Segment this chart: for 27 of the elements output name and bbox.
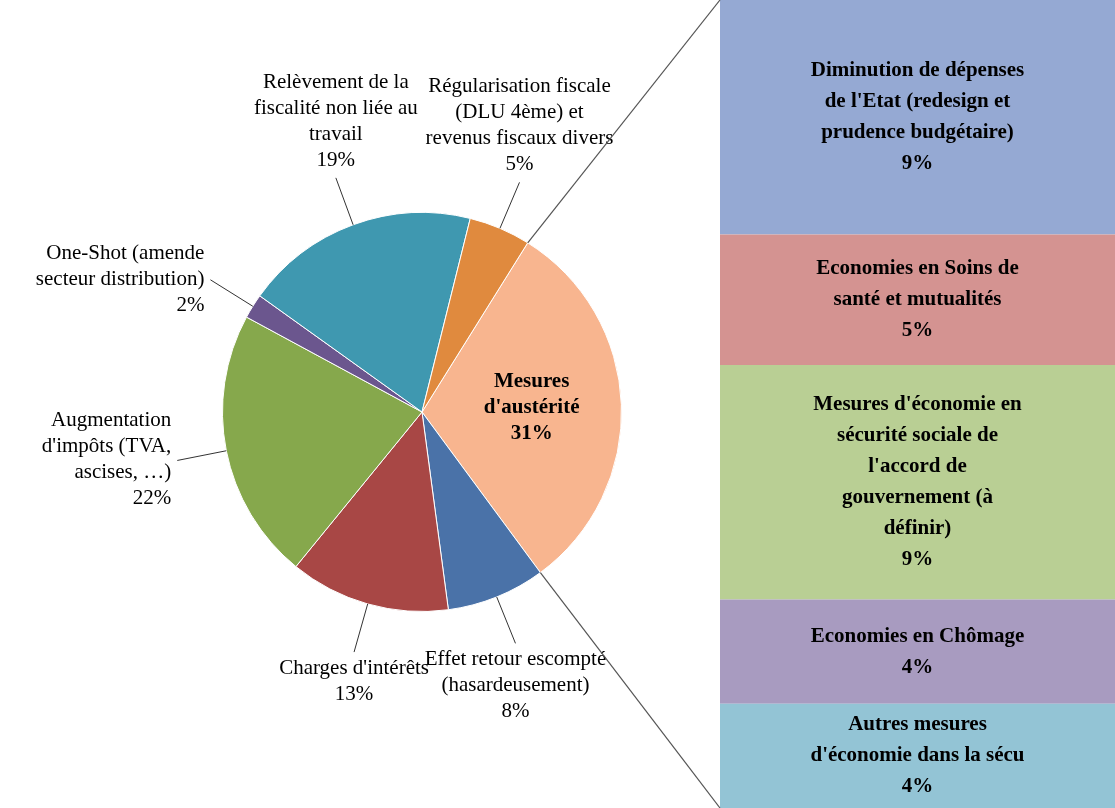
slice-label: Régularisation fiscale (DLU 4ème) et revenus fiscaux divers [425, 73, 614, 150]
data-label: 19% [316, 146, 356, 171]
bar [720, 364, 1115, 600]
data-label: 31% [510, 420, 553, 445]
bar [720, 703, 1115, 808]
data-label: 4% [901, 773, 934, 798]
data-label: 4% [901, 653, 934, 678]
slice-label: Augmentation d'impôts (TVA, ascises, …) [41, 407, 172, 484]
series-label: Economies en Chômage [810, 622, 1025, 647]
slice-label: One-Shot (amende secteur distribution) [35, 239, 205, 290]
bar [720, 599, 1115, 704]
data-label: 5% [901, 317, 934, 342]
slice-label: Relèvement de la fiscalité non liée au travail [253, 68, 419, 145]
data-label: 9% [901, 546, 934, 571]
series-label: Diminution de dépenses de l'Etat (redesign et prudence budgétaire) [810, 57, 1025, 144]
data-label: 2% [176, 291, 205, 316]
bar [720, 234, 1115, 365]
series-label: Mesures d'économie en sécurité sociale de l'accord de gouvernement (à définir) [813, 391, 1023, 540]
data-label: 22% [132, 485, 172, 510]
series-label: Economies en Soins de santé et mutualités [816, 255, 1019, 311]
data-label: 9% [901, 150, 934, 175]
data-label: 13% [334, 681, 374, 706]
data-label: 8% [501, 698, 530, 723]
bar [720, 0, 1115, 235]
slice-label: Mesures d'austérité [483, 368, 580, 419]
series-label: Autres mesures d'économie dans la sécu [810, 711, 1025, 767]
data-label: 5% [505, 151, 534, 176]
